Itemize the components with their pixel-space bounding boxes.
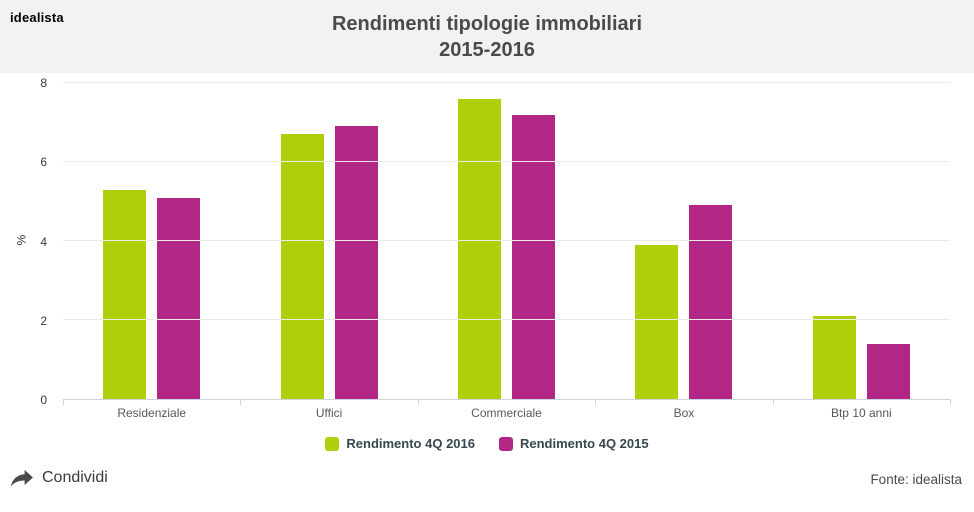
y-tick-label: 2 [40,313,47,328]
y-axis-labels: 0 2 4 6 8 [0,76,55,407]
gridline [63,319,950,320]
bar-box-rendimento-4q-2015[interactable] [689,205,733,399]
bar-group-uffici [240,83,417,399]
y-tick-label: 8 [40,76,47,90]
idealista-logo: idealista [10,10,64,25]
x-axis-labels: Residenziale Uffici Commerciale Box Btp 10 a… [63,406,950,420]
bar-box-rendimento-4q-2016[interactable] [635,244,679,399]
chart-title-line2: 2015-2016 [439,39,535,61]
bar-groups [63,83,950,399]
bar-commerciale-rendimento-4q-2015[interactable] [512,114,556,399]
share-button[interactable]: Condividi [10,469,108,487]
legend-swatch-icon [499,436,513,451]
bar-uffici-rendimento-4q-2015[interactable] [334,126,378,399]
bar-uffici-rendimento-4q-2016[interactable] [280,134,324,399]
x-axis-tick [240,399,242,405]
gridline [63,240,950,241]
bar-group-commerciale [418,83,595,399]
share-button-label: Condividi [42,469,108,486]
bar-btp-10-anni-rendimento-4q-2016[interactable] [812,316,856,399]
y-tick-label: 0 [40,393,47,407]
chart-title-line1: Rendimenti tipologie immobiliari [331,13,643,35]
x-axis-tick [950,399,951,405]
plot-area [63,82,951,405]
legend-label: Rendimento 4Q 2015 [520,436,649,451]
bar-group-box [595,83,772,399]
y-axis-unit-label: % [14,234,29,246]
x-category-label-btp-10-anni: Btp 10 anni [830,406,892,420]
bar-group-residenziale [63,83,240,399]
bar-commerciale-rendimento-4q-2016[interactable] [458,98,502,399]
gridline [63,161,950,162]
x-category-label-commerciale: Commerciale [471,406,542,420]
x-axis-tick [417,399,419,405]
x-category-label-residenziale: Residenziale [117,406,187,420]
bar-residenziale-rendimento-4q-2015[interactable] [157,197,201,399]
legend-swatch-icon [325,436,340,451]
x-category-label-uffici: Uffici [315,406,343,420]
x-axis-tick [63,399,64,405]
x-axis-tick [772,399,774,405]
x-category-label-box: Box [673,406,695,420]
x-axis-tick [595,399,597,405]
legend-item-rendimento-4q-2016[interactable]: Rendimento 4Q 2016 [325,436,475,451]
y-tick-label: 4 [40,234,47,249]
chart-title: Rendimenti tipologie immobiliari 2015-20… [0,11,974,63]
header-band: idealista Rendimenti tipologie immobilia… [0,0,974,73]
share-icon [10,469,34,487]
bar-residenziale-rendimento-4q-2016[interactable] [103,189,147,399]
bar-group-btp-10-anni [773,83,950,399]
legend-label: Rendimento 4Q 2016 [346,436,475,451]
y-tick-label: 6 [40,155,47,170]
legend: Rendimento 4Q 2016 Rendimento 4Q 2015 [0,436,974,451]
gridline [63,82,950,83]
bar-btp-10-anni-rendimento-4q-2015[interactable] [866,343,910,399]
source-credit: Fonte: idealista [870,472,962,487]
legend-item-rendimento-4q-2015[interactable]: Rendimento 4Q 2015 [499,436,649,451]
